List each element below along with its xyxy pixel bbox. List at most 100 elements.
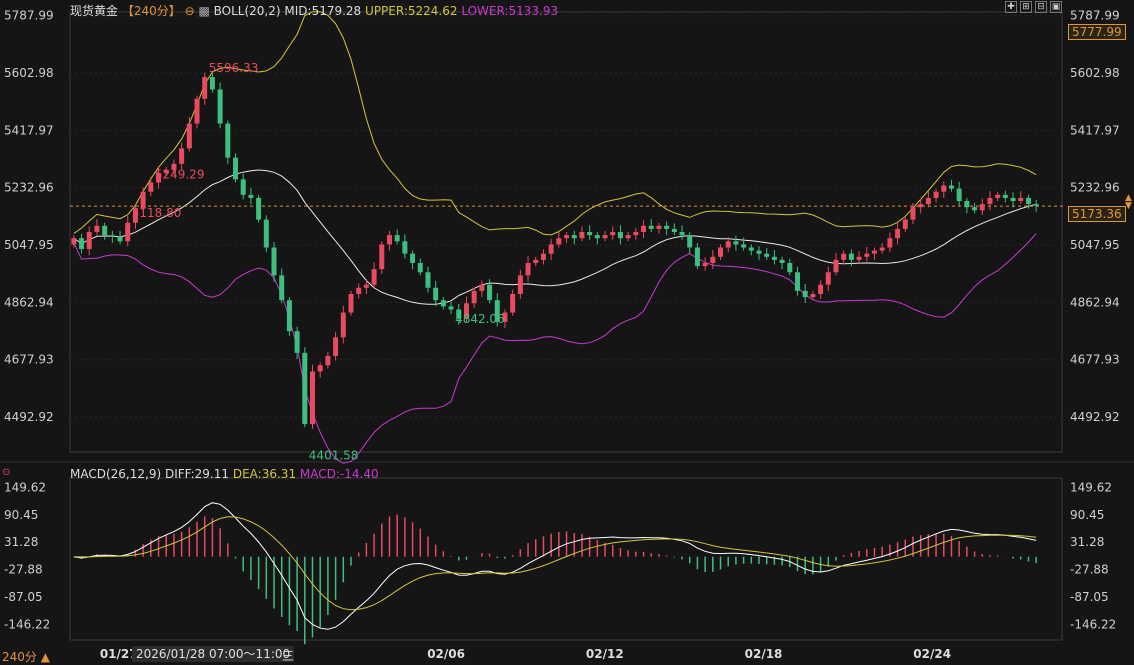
candle-body xyxy=(1025,197,1031,205)
candle-body xyxy=(386,235,392,245)
candle-body xyxy=(756,250,762,254)
candle-body xyxy=(132,208,138,223)
boll-label[interactable]: BOLL(20,2) xyxy=(213,4,281,18)
chart-header: 现货黄金 【240分】 ⊖ ▩ BOLL(20,2) MID:5179.28 U… xyxy=(70,2,558,19)
current-price-box: 5173.36 xyxy=(1068,206,1126,222)
macd-close-icon[interactable]: ⊙ xyxy=(2,467,11,478)
indicator-icon[interactable]: ▩ xyxy=(198,4,210,18)
candle-body xyxy=(394,235,400,242)
candle-body xyxy=(171,163,177,171)
candle-body xyxy=(279,275,285,301)
candle-body xyxy=(510,293,516,313)
candle-body xyxy=(271,247,277,276)
candle-body xyxy=(548,244,554,254)
candle-body xyxy=(302,352,308,425)
candle-body xyxy=(741,244,747,248)
candle-body xyxy=(263,219,269,248)
price-tick-left: 5787.99 xyxy=(4,9,54,23)
macd-name[interactable]: MACD(26,12,9) xyxy=(70,467,162,481)
candle-body xyxy=(417,262,423,273)
price-tick-left: 4492.92 xyxy=(4,410,54,424)
candle-body xyxy=(671,228,677,232)
candle-body xyxy=(194,98,200,124)
candle-body xyxy=(733,241,739,245)
candle-body xyxy=(664,225,670,229)
candle-body xyxy=(140,191,146,209)
candle-body xyxy=(941,185,947,192)
macd-tick-right: 149.62 xyxy=(1070,480,1112,494)
candle-body xyxy=(402,241,408,254)
candle-body xyxy=(802,290,808,298)
candle-body xyxy=(86,232,92,250)
price-tick-right: 4492.92 xyxy=(1070,410,1120,424)
candle-body xyxy=(910,207,916,220)
zoom-out-icon[interactable]: ⊟ xyxy=(1035,1,1047,13)
candle-body xyxy=(525,262,531,276)
candle-body xyxy=(771,256,777,260)
settings-icon[interactable]: ⊖ xyxy=(184,4,195,18)
candle-body xyxy=(148,182,154,192)
boll-mid-value: MID:5179.28 xyxy=(284,4,362,18)
price-annotation-high2: 5118.80 xyxy=(132,206,182,220)
candle-body xyxy=(656,225,662,229)
price-tick-left: 5602.98 xyxy=(4,66,54,80)
candle-body xyxy=(687,235,693,248)
price-tick-right: 5417.97 xyxy=(1070,123,1120,137)
axis-arrows-icon[interactable]: ▲ ▼ xyxy=(1125,193,1132,211)
candle-body xyxy=(256,197,262,220)
price-annotation-high3: 5249.29 xyxy=(155,168,205,182)
cursor-time-range: 2026/01/28 07:00～11:00 xyxy=(132,646,295,662)
candle-body xyxy=(833,259,839,273)
candle-body xyxy=(186,123,192,149)
period-tag[interactable]: 【240分】 xyxy=(121,4,181,18)
price-tick-right: 4677.93 xyxy=(1070,353,1120,367)
candle-body xyxy=(625,235,631,239)
date-tick: 02/18 xyxy=(745,647,783,661)
candle-body xyxy=(156,173,162,183)
top-price-box: 5777.99 xyxy=(1068,24,1126,40)
macd-tick-left: -27.88 xyxy=(4,563,43,577)
macd-tick-left: -87.05 xyxy=(4,590,43,604)
zoom-in-icon[interactable]: ⊞ xyxy=(1020,1,1032,13)
candle-body xyxy=(764,253,770,257)
price-tick-left: 4862.94 xyxy=(4,295,54,309)
candle-body xyxy=(902,219,908,229)
candle-body xyxy=(248,194,254,198)
candle-body xyxy=(594,235,600,239)
candle-body xyxy=(1018,197,1024,202)
period-selector-button[interactable]: 240分 ▲ xyxy=(2,650,50,664)
date-tick: 02/06 xyxy=(427,647,465,661)
candle-body xyxy=(710,256,716,263)
candle-body xyxy=(410,253,416,263)
candle-body xyxy=(972,207,978,211)
candle-body xyxy=(356,287,362,294)
candle-body xyxy=(517,275,523,294)
candle-body xyxy=(871,250,877,254)
candle-body xyxy=(602,235,608,239)
candle-body xyxy=(864,253,870,257)
price-tick-right: 5602.98 xyxy=(1070,66,1120,80)
price-tick-right: 5232.96 xyxy=(1070,181,1120,195)
candle-body xyxy=(564,235,570,239)
candle-body xyxy=(633,232,639,236)
menu-icon[interactable]: 三 xyxy=(282,649,295,663)
candle-body xyxy=(779,259,785,263)
candle-body xyxy=(502,312,508,322)
candle-body xyxy=(363,284,369,288)
candle-body xyxy=(240,179,246,195)
candle-body xyxy=(787,262,793,273)
candle-body xyxy=(887,238,893,248)
candle-body xyxy=(79,238,85,250)
crosshair-icon[interactable]: ✚ xyxy=(1005,1,1017,13)
candle-body xyxy=(610,232,616,236)
macd-diff-line xyxy=(73,502,1037,630)
macd-tick-right: 31.28 xyxy=(1070,535,1104,549)
candle-body xyxy=(317,365,323,372)
candle-body xyxy=(933,191,939,198)
fullscreen-icon[interactable]: ▣ xyxy=(1050,1,1062,13)
candle-body xyxy=(818,284,824,294)
candle-body xyxy=(425,272,431,288)
candle-body xyxy=(879,247,885,251)
price-tick-right: 4862.94 xyxy=(1070,295,1120,309)
